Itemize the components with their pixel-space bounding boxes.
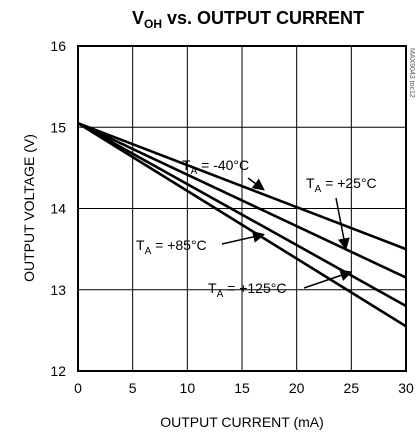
series-label-1: TA = +25°C bbox=[306, 175, 377, 251]
x-tick-label: 20 bbox=[289, 380, 305, 396]
y-tick-label: 16 bbox=[50, 38, 66, 54]
y-axis-label: OUTPUT VOLTAGE (V) bbox=[21, 134, 37, 282]
y-tick-label: 15 bbox=[50, 119, 66, 135]
y-tick-label: 14 bbox=[50, 201, 66, 217]
series-label-arrow bbox=[303, 269, 353, 289]
series-label-0: TA = -40°C bbox=[182, 157, 265, 191]
tick-labels: 0 5 10 15 20 25 30 12 13 14 15 16 bbox=[50, 38, 414, 396]
x-axis-label: OUTPUT CURRENT (mA) bbox=[160, 414, 324, 430]
x-tick-label: 15 bbox=[234, 380, 250, 396]
x-tick-label: 25 bbox=[344, 380, 360, 396]
x-tick-label: 10 bbox=[180, 380, 196, 396]
series-line-3 bbox=[77, 122, 407, 328]
x-tick-label: 30 bbox=[398, 380, 414, 396]
y-tick-label: 12 bbox=[50, 363, 66, 379]
series-label-arrow bbox=[247, 177, 265, 191]
grid bbox=[78, 46, 406, 371]
series-label-3: TA = +125°C bbox=[208, 269, 353, 300]
series-label-arrow bbox=[221, 231, 266, 245]
figure-id: MAX9043 toc12 bbox=[408, 48, 415, 98]
x-tick-label: 5 bbox=[129, 380, 137, 396]
series-label-text: TA = +125°C bbox=[208, 280, 286, 300]
x-tick-label: 0 bbox=[74, 380, 82, 396]
chart-title: VOH vs. OUTPUT CURRENT bbox=[132, 8, 364, 31]
series-label-text: TA = +25°C bbox=[306, 175, 377, 195]
series-label-2: TA = +85°C bbox=[136, 231, 266, 257]
series-label-arrow bbox=[335, 197, 350, 251]
plot-frame bbox=[77, 45, 407, 372]
annotations: TA = -40°C TA = +25°C TA = +85°C TA = +125°… bbox=[136, 157, 377, 300]
series-line-0 bbox=[77, 121, 407, 251]
y-tick-label: 13 bbox=[50, 282, 66, 298]
series-label-text: TA = +85°C bbox=[136, 237, 207, 257]
series-line-1 bbox=[77, 122, 407, 279]
series-label-text: TA = -40°C bbox=[182, 157, 249, 177]
